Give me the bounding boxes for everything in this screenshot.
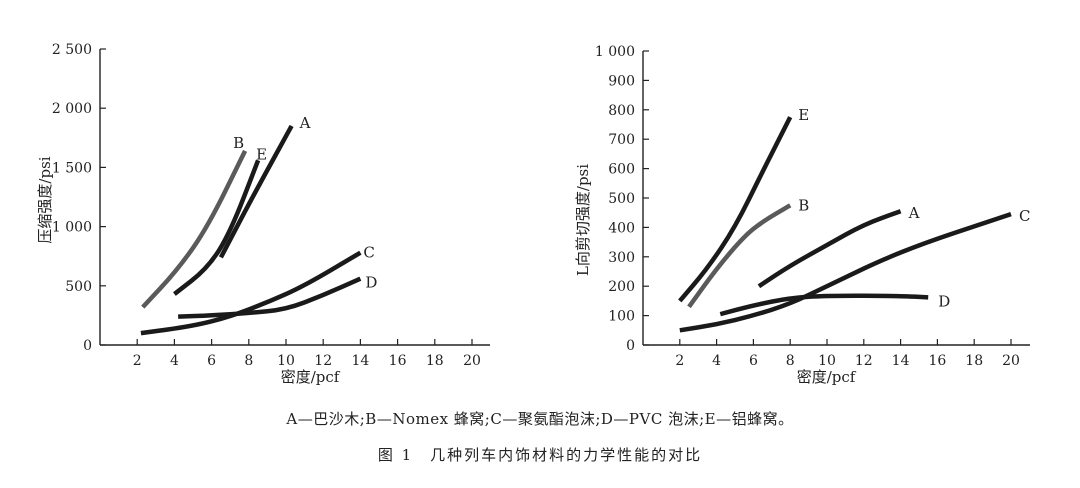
series-line-B xyxy=(687,203,792,309)
series-label-B: B xyxy=(798,196,809,214)
series-label-A: A xyxy=(299,114,311,132)
x-tick-label: 18 xyxy=(965,353,983,369)
x-tick-label: 8 xyxy=(244,353,253,369)
x-tick-label: 14 xyxy=(351,353,369,369)
series-line-D xyxy=(178,276,362,319)
x-tick-label: 16 xyxy=(389,353,407,369)
x-tick-label: 20 xyxy=(463,353,481,369)
x-tick-label: 2 xyxy=(675,353,684,369)
y-axis-title: L向剪切强度/psi xyxy=(574,164,592,276)
figure-caption: 图 1 几种列车内饰材料的力学性能的对比 xyxy=(377,446,703,464)
y-tick-label: 400 xyxy=(608,220,635,236)
series-label-E: E xyxy=(256,145,267,163)
y-tick-label: 600 xyxy=(608,162,635,178)
y-axis-title: 压缩强度/psi xyxy=(36,156,54,243)
y-tick-label: 900 xyxy=(608,73,635,89)
x-axis-title: 密度/pcf xyxy=(797,368,857,386)
compressive-strength-chart: 0 500 1 000 1 500 2 000 2 500 2 4 6 8 10 12 14 16 18 20… xyxy=(36,42,490,386)
y-tick-label: 0 xyxy=(626,338,635,354)
x-tick-label: 20 xyxy=(1002,353,1020,369)
y-tick-label: 200 xyxy=(608,279,635,295)
y-tick-label: 500 xyxy=(608,191,635,207)
series-line-A xyxy=(218,124,294,259)
series-line-E xyxy=(678,116,793,303)
series-line-D xyxy=(719,293,929,317)
x-tick-label: 12 xyxy=(314,353,332,369)
series-label-D: D xyxy=(938,292,950,310)
x-tick-label: 4 xyxy=(170,353,179,369)
x-tick-label: 14 xyxy=(892,353,910,369)
y-tick-label: 300 xyxy=(608,250,635,266)
series-label-C: C xyxy=(1019,207,1030,225)
x-tick-label: 8 xyxy=(786,353,795,369)
y-tick-label: 100 xyxy=(608,309,635,325)
x-tick-label: 10 xyxy=(277,353,295,369)
y-tick-label: 1 500 xyxy=(52,160,92,176)
shear-strength-chart: 0 100 200 300 400 500 600 700 800 900 1 000 2 4 6 8 10 1… xyxy=(574,44,1030,386)
y-tick-label: 1 000 xyxy=(52,220,92,236)
y-tick-label: 0 xyxy=(83,338,92,354)
series-label-B: B xyxy=(233,134,244,152)
y-tick-label: 800 xyxy=(608,103,635,119)
series-line-C xyxy=(140,250,362,336)
y-tick-label: 2 500 xyxy=(52,42,92,58)
x-tick-label: 6 xyxy=(749,353,758,369)
x-axis-title: 密度/pcf xyxy=(281,368,341,386)
x-tick-label: 10 xyxy=(818,353,836,369)
series-line-A xyxy=(757,209,902,289)
x-tick-label: 16 xyxy=(928,353,946,369)
y-tick-label: 1 000 xyxy=(595,44,635,60)
series-label-E: E xyxy=(798,106,809,124)
series-line-C xyxy=(679,212,1012,333)
y-tick-label: 2 000 xyxy=(52,101,92,117)
x-tick-label: 12 xyxy=(855,353,873,369)
x-tick-label: 6 xyxy=(207,353,216,369)
series-line-B xyxy=(141,149,248,309)
y-tick-label: 700 xyxy=(608,132,635,148)
y-tick-label: 500 xyxy=(65,279,92,295)
x-tick-label: 4 xyxy=(712,353,721,369)
series-label-A: A xyxy=(908,204,920,222)
series-label-D: D xyxy=(365,274,377,292)
series-line-E xyxy=(173,159,261,296)
series-label-C: C xyxy=(363,244,374,262)
x-tick-label: 2 xyxy=(133,353,142,369)
x-tick-label: 18 xyxy=(426,353,444,369)
legend-caption: A—巴沙木;B—Nomex 蜂窝;C—聚氨酯泡沫;D—PVC 泡沫;E—铝蜂窝。 xyxy=(286,410,794,428)
